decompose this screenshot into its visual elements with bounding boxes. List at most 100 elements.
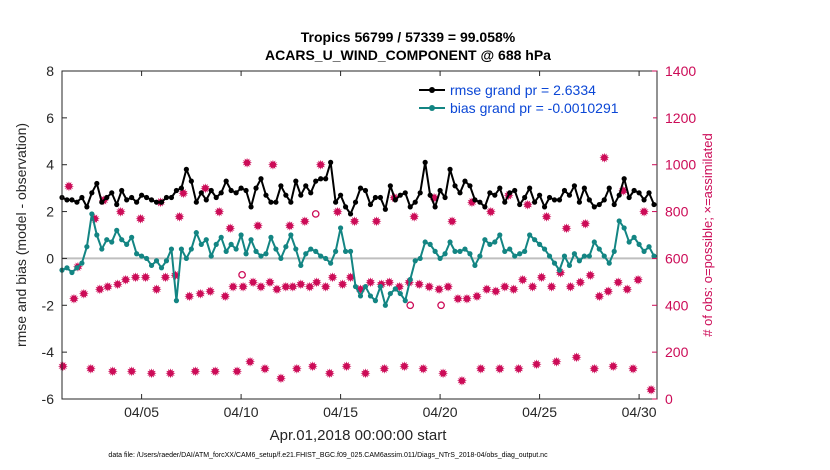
bias-point [79, 260, 85, 266]
left-tick-label: 8 [46, 63, 54, 79]
assimilated-marker: ✹ [536, 271, 547, 286]
assimilated-marker: ✹ [613, 276, 624, 291]
bias-point [487, 241, 493, 247]
rmse-point [129, 194, 135, 201]
assimilated-marker: ✹ [253, 220, 264, 235]
bias-point [626, 239, 632, 245]
x-tick-label: 04/05 [124, 404, 159, 420]
assimilated-marker: ✹ [151, 283, 162, 298]
bias-point [143, 255, 150, 262]
rmse-point [109, 190, 115, 196]
rmse-point [527, 185, 533, 191]
assimilated-marker: ✹ [360, 367, 371, 382]
assimilated-marker: ✹ [447, 215, 458, 230]
right-tick-label: 800 [665, 204, 689, 220]
rmse-point [253, 185, 259, 191]
rmse-point [178, 185, 184, 191]
bias-point [387, 290, 393, 297]
rmse-point [69, 197, 75, 203]
assimilated-marker: ✹ [555, 266, 566, 281]
right-tick-label: 1400 [665, 63, 696, 79]
rmse-point [119, 187, 125, 194]
bias-point [337, 225, 344, 231]
bias-point [148, 262, 155, 269]
rmse-point [606, 185, 612, 191]
rmse-point [303, 183, 309, 189]
bias-point [576, 258, 582, 264]
bias-point [278, 255, 284, 262]
rmse-point [263, 192, 269, 198]
assimilated-marker: ✹ [565, 281, 576, 296]
bias-point [571, 251, 578, 257]
bias-point [293, 246, 299, 252]
assimilated-marker: ✹ [594, 290, 605, 305]
rmse-point [482, 204, 488, 210]
bias-point [104, 237, 110, 243]
assimilated-marker: ✹ [561, 222, 572, 237]
rmse-point [328, 159, 334, 165]
assimilated-marker: ✹ [517, 274, 528, 289]
assimilated-marker: ✹ [546, 281, 557, 296]
x-tick-label: 04/15 [323, 404, 358, 420]
rmse-point [437, 187, 443, 194]
possible-marker [311, 210, 320, 218]
rmse-point [347, 211, 354, 217]
assimilated-marker: ✹ [140, 271, 151, 286]
rmse-point [323, 176, 329, 182]
rmse-point [268, 199, 274, 205]
rmse-point [651, 201, 657, 208]
bias-point [203, 237, 209, 243]
rmse-point [432, 204, 438, 210]
assimilated-marker: ✹ [260, 363, 271, 378]
assimilated-marker: ✹ [205, 285, 216, 300]
rmse-point [636, 190, 642, 196]
left-tick-label: 0 [46, 250, 54, 266]
bias-point [298, 262, 304, 269]
assimilated-marker: ✹ [551, 356, 562, 371]
rmse-point [541, 204, 548, 210]
assimilated-marker: ✹ [170, 269, 181, 284]
assimilated-marker: ✹ [365, 276, 376, 291]
rmse-point [273, 199, 279, 205]
bias-point [243, 251, 249, 257]
possible-marker [437, 301, 445, 310]
bias-point [138, 253, 145, 259]
bias-point [347, 248, 354, 254]
rmse-point [407, 204, 413, 210]
rmse-point [143, 194, 150, 201]
assimilated-marker: ✹ [256, 281, 267, 296]
rmse-point [487, 190, 493, 196]
x-tick-label: 04/20 [423, 404, 458, 420]
rmse-series-group [59, 159, 657, 217]
bias-point [442, 251, 448, 257]
assimilated-marker: ✹ [287, 281, 298, 296]
assimilated-marker: ✹ [174, 210, 185, 225]
bias-point [183, 255, 189, 262]
assimilated-marker: ✹ [242, 156, 253, 171]
rmse-point [228, 187, 234, 194]
bias-point [198, 241, 204, 247]
bias-point [611, 248, 617, 254]
assimilated-marker: ✹ [453, 292, 464, 307]
bias-point [407, 276, 413, 283]
assimilated-marker: ✹ [355, 283, 366, 298]
plot-frame [61, 70, 658, 400]
bias-point [512, 253, 518, 259]
bias-point [561, 253, 568, 259]
rmse-point [183, 166, 189, 172]
assimilated-marker: ✹ [102, 281, 113, 296]
assimilated-marker: ✹ [633, 274, 644, 289]
rmse-point [556, 197, 563, 203]
assimilated-marker: ✹ [238, 281, 249, 296]
rmse-point [337, 192, 344, 198]
rmse-point [641, 197, 647, 203]
bias-point [323, 255, 329, 262]
rmse-point [158, 199, 165, 205]
rmse-point [646, 190, 652, 196]
assimilated-marker: ✹ [245, 356, 256, 371]
bias-point [362, 283, 369, 290]
rmse-point [362, 187, 369, 194]
assimilated-marker: ✹ [639, 206, 650, 221]
bias-point [457, 248, 463, 254]
rmse-point [79, 194, 85, 201]
